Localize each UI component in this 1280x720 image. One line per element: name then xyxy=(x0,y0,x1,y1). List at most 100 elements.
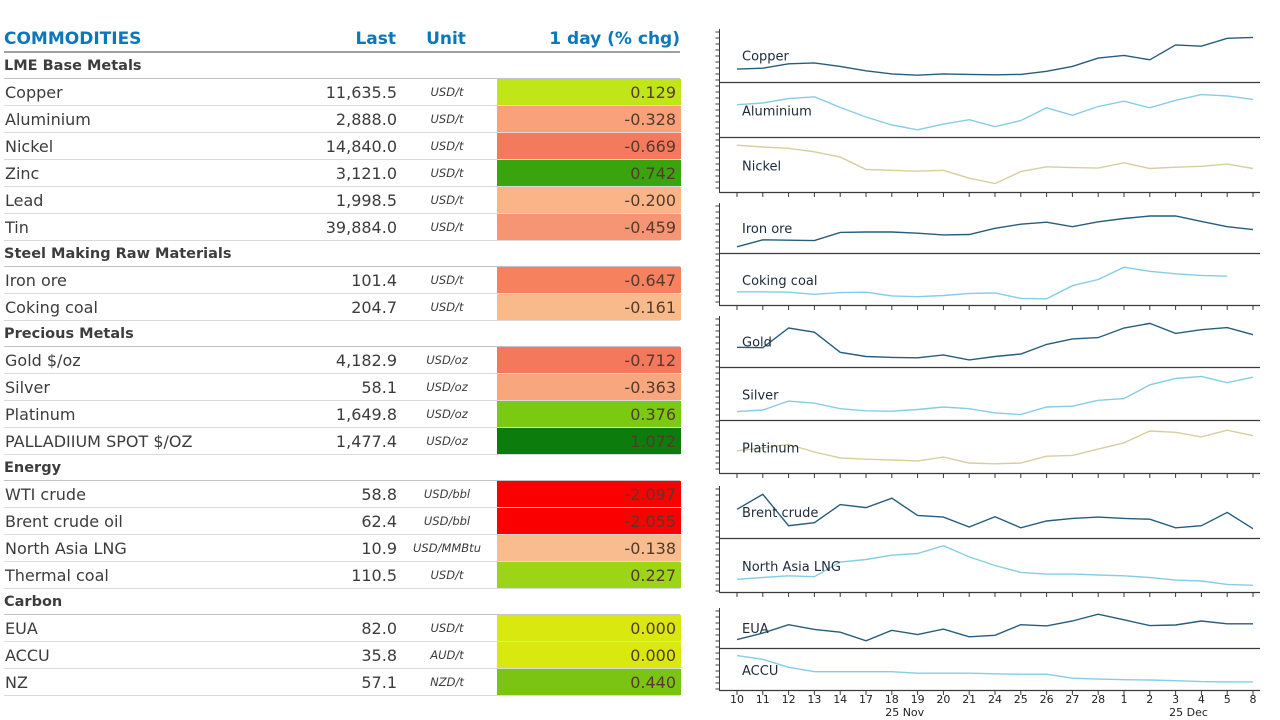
x-tick-label: 1 xyxy=(1120,693,1128,706)
last-price: 14,840.0 xyxy=(325,136,397,156)
x-tick-label: 13 xyxy=(807,693,822,706)
commodity-name: PALLADIIUM SPOT $/OZ xyxy=(5,431,193,451)
one-day-change-cell: 0.376 xyxy=(497,401,681,427)
last-price: 39,884.0 xyxy=(325,217,397,237)
one-day-change-cell: 0.129 xyxy=(497,79,681,105)
x-tick-label: 17 xyxy=(859,693,873,706)
commodity-name: Copper xyxy=(5,82,63,102)
sparkline-north-asia-lng xyxy=(736,544,1254,586)
commodity-name: Thermal coal xyxy=(5,565,109,585)
unit: USD/MMBtu xyxy=(413,541,481,555)
sparkline-aluminium xyxy=(736,93,1254,131)
commodity-name: Iron ore xyxy=(5,270,67,290)
one-day-change-cell: 0.440 xyxy=(497,669,681,695)
one-day-change-cell: -0.328 xyxy=(497,106,681,132)
one-day-change-cell: 0.000 xyxy=(497,615,681,641)
x-tick-label: 8 xyxy=(1249,693,1257,706)
one-day-change-cell: 0.000 xyxy=(497,642,681,668)
sparkline-label: Brent crude xyxy=(742,506,818,521)
section-header-row: Precious Metals xyxy=(4,321,680,347)
last-price: 3,121.0 xyxy=(335,163,397,183)
table-row: WTI crude 58.8 USD/bbl -2.097 xyxy=(4,481,681,508)
unit: NZD/t xyxy=(430,675,464,689)
last-price: 204.7 xyxy=(351,297,397,317)
last-price: 58.1 xyxy=(361,377,397,397)
sparkline-accu xyxy=(736,654,1253,683)
commodity-name: North Asia LNG xyxy=(5,538,127,558)
section-header-row: Energy xyxy=(4,455,680,481)
sparkline-eua xyxy=(736,613,1253,642)
section-header-row: LME Base Metals xyxy=(4,53,680,79)
table-row: Lead 1,998.5 USD/t -0.200 xyxy=(4,187,681,214)
one-day-change-cell: -2.097 xyxy=(497,481,681,507)
unit: USD/bbl xyxy=(423,487,471,501)
table-row: Brent crude oil 62.4 USD/bbl -2.055 xyxy=(4,508,681,535)
column-header-last: Last xyxy=(355,28,396,49)
sparkline-coking-coal xyxy=(737,266,1228,300)
last-price: 57.1 xyxy=(361,672,397,692)
table-row: Coking coal 204.7 USD/t -0.161 xyxy=(4,294,681,321)
x-tick-label: 10 xyxy=(730,693,744,706)
last-price: 1,477.4 xyxy=(335,431,397,451)
column-header-1day-chg: 1 day (% chg) xyxy=(549,28,680,49)
sparkline-group: Copper Aluminium Nickel xyxy=(715,29,1260,197)
sparkline-group: EUA ACCU xyxy=(715,608,1260,695)
x-tick-label: 20 xyxy=(936,693,951,706)
table-row: ACCU 35.8 AUD/t 0.000 xyxy=(4,642,681,669)
unit: USD/t xyxy=(430,112,464,126)
commodity-name: Gold $/oz xyxy=(5,350,81,370)
last-price: 62.4 xyxy=(361,511,397,531)
x-axis-month-annotation: 25 Nov xyxy=(885,706,925,719)
sparkline-label: Copper xyxy=(742,50,790,65)
sparkline-label: North Asia LNG xyxy=(742,560,841,575)
commodity-name: Brent crude oil xyxy=(5,511,123,531)
x-tick-label: 28 xyxy=(1091,693,1106,706)
x-tick-label: 12 xyxy=(781,693,796,706)
sparkline-platinum xyxy=(736,429,1254,465)
last-price: 35.8 xyxy=(361,645,397,665)
x-tick-label: 21 xyxy=(962,693,977,706)
sparkline-group: Brent crude North Asia LNG xyxy=(715,486,1260,597)
sparkline-group: Iron ore Coking coal xyxy=(715,203,1260,310)
one-day-change-cell: -2.055 xyxy=(497,508,681,534)
table-row: Copper 11,635.5 USD/t 0.129 xyxy=(4,79,681,106)
sparkline-label: Gold xyxy=(742,336,772,351)
last-price: 10.9 xyxy=(361,538,397,558)
commodity-name: Zinc xyxy=(5,163,40,183)
last-price: 58.8 xyxy=(361,484,397,504)
x-tick-label: 24 xyxy=(988,693,1002,706)
commodities-table: COMMODITIES Last Unit 1 day (% chg) LME … xyxy=(4,26,681,696)
last-price: 1,998.5 xyxy=(335,190,397,210)
unit: USD/t xyxy=(430,273,464,287)
x-tick-label: 2 xyxy=(1146,693,1154,706)
table-row: Zinc 3,121.0 USD/t 0.742 xyxy=(4,160,681,187)
last-price: 4,182.9 xyxy=(335,350,397,370)
commodity-name: NZ xyxy=(5,672,28,692)
table-row: PALLADIIUM SPOT $/OZ 1,477.4 USD/oz 1.072 xyxy=(4,428,681,455)
table-row: Aluminium 2,888.0 USD/t -0.328 xyxy=(4,106,681,133)
table-row: Gold $/oz 4,182.9 USD/oz -0.712 xyxy=(4,347,681,374)
commodities-table-body: LME Base Metals Copper 11,635.5 USD/t 0.129 A… xyxy=(4,53,681,696)
commodity-name: Tin xyxy=(5,217,29,237)
sparkline-label: Coking coal xyxy=(742,274,817,289)
unit: USD/t xyxy=(430,193,464,207)
last-price: 2,888.0 xyxy=(335,109,397,129)
x-tick-label: 11 xyxy=(755,693,770,706)
sparkline-iron-ore xyxy=(736,215,1254,248)
sparkline-label: Aluminium xyxy=(742,105,812,120)
unit: USD/bbl xyxy=(423,514,471,528)
x-tick-label: 25 xyxy=(1013,693,1028,706)
table-row: Platinum 1,649.8 USD/oz 0.376 xyxy=(4,401,681,428)
unit: USD/t xyxy=(430,621,464,635)
last-price: 101.4 xyxy=(351,270,397,290)
section-label: Precious Metals xyxy=(4,325,134,342)
commodity-name: Nickel xyxy=(5,136,54,156)
table-row: North Asia LNG 10.9 USD/MMBtu -0.138 xyxy=(4,535,681,562)
commodity-name: Platinum xyxy=(5,404,76,424)
sparkline-silver xyxy=(736,375,1254,416)
unit: USD/oz xyxy=(426,407,468,421)
unit: USD/t xyxy=(430,568,464,582)
x-tick-label: 18 xyxy=(884,693,899,706)
commodity-name: ACCU xyxy=(5,645,50,665)
